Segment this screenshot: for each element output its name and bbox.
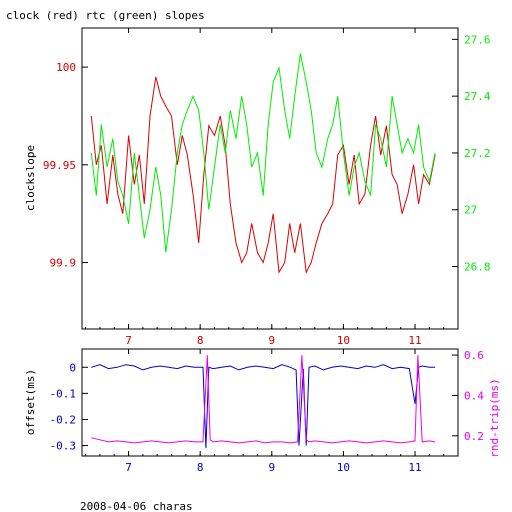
x-tick-label: 8 — [197, 461, 204, 474]
top-ylabel: clockslope — [24, 145, 37, 211]
y-tick-label: -0.1 — [50, 387, 77, 400]
y2-tick-label: 27.6 — [464, 33, 491, 46]
top-y-ticks: 99.9 99.95 100 — [43, 61, 88, 270]
x-tick-label: 10 — [337, 461, 350, 474]
y2-tick-label: 27 — [464, 204, 477, 217]
top-plot-frame — [81, 27, 459, 330]
y2-tick-label: 27.2 — [464, 147, 491, 160]
footer-label: 2008-04-06 charas — [80, 500, 193, 512]
series-line-roundtrip — [91, 355, 436, 444]
y-tick-label: 99.9 — [50, 257, 77, 270]
x-tick-label: 11 — [408, 461, 421, 474]
x-tick-label: 7 — [125, 461, 132, 474]
y2-tick-label: 0.4 — [464, 389, 484, 402]
x-tick-label: 10 — [337, 334, 350, 347]
x-tick-label: 8 — [197, 334, 204, 347]
series-line-rtc — [90, 53, 436, 253]
top-series-layer — [90, 53, 436, 274]
bottom-ylabel: offset(ms) — [24, 369, 37, 435]
x-tick-label: 9 — [268, 461, 275, 474]
y2-tick-label: 0.6 — [464, 349, 484, 362]
y2-tick-label: 26.8 — [464, 261, 491, 274]
y-tick-label: 0 — [69, 361, 76, 374]
bottom-panel: 7 8 9 10 11 0 -0.1 -0.2 -0.3 0.2 0.4 0.6 offset(m… — [24, 348, 501, 474]
y2-tick-label: 0.2 — [464, 430, 484, 443]
bottom-x-ticks: 7 8 9 10 11 — [85, 349, 459, 474]
top-x-ticks: 7 8 9 10 11 — [85, 28, 459, 347]
bottom-y2-ticks: 0.2 0.4 0.6 — [452, 349, 484, 443]
y-tick-label: 99.95 — [43, 159, 76, 172]
y-tick-label: 100 — [56, 61, 76, 74]
bottom-plot-frame — [81, 348, 459, 457]
bottom-y-ticks: 0 -0.1 -0.2 -0.3 — [50, 361, 88, 453]
x-tick-label: 7 — [125, 334, 132, 347]
y-tick-label: -0.2 — [50, 413, 77, 426]
bottom-series-layer — [91, 355, 436, 449]
x-tick-label: 9 — [268, 334, 275, 347]
y2-tick-label: 27.4 — [464, 90, 491, 103]
x-tick-label: 11 — [408, 334, 421, 347]
page-title: clock (red) rtc (green) slopes — [6, 9, 205, 22]
y-tick-label: -0.3 — [50, 440, 77, 453]
bottom-y2label: rnd-trip(ms) — [488, 378, 501, 457]
series-line-offset — [91, 364, 436, 449]
